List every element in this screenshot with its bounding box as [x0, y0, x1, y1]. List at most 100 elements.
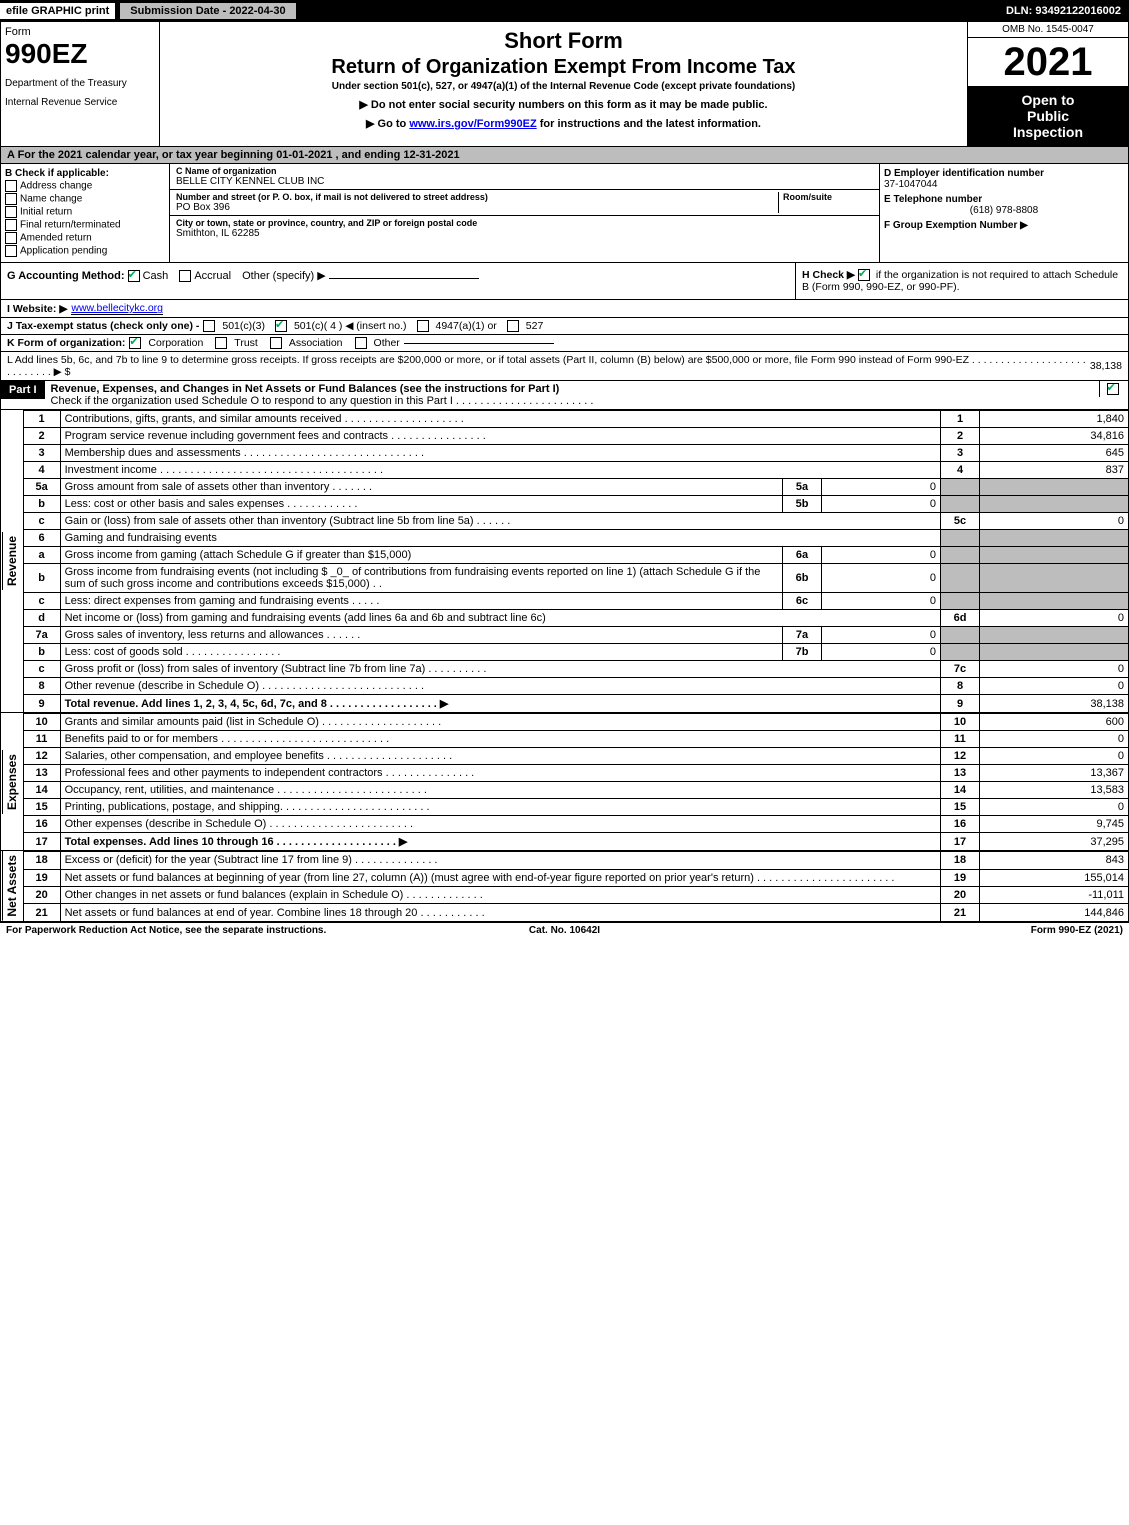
chk-trust[interactable] — [215, 337, 227, 349]
warn-goto: ▶ Go to www.irs.gov/Form990EZ for instru… — [168, 117, 959, 130]
line-4: 4Investment income . . . . . . . . . . .… — [23, 462, 1128, 479]
part1-title: Revenue, Expenses, and Changes in Net As… — [51, 383, 560, 395]
chk-4947[interactable] — [417, 320, 429, 332]
chk-501c3[interactable] — [203, 320, 215, 332]
chk-accrual[interactable] — [179, 270, 191, 282]
line-7c: cGross profit or (loss) from sales of in… — [23, 661, 1128, 678]
open-line3: Inspection — [972, 124, 1124, 140]
submission-date-label: Submission Date - 2022-04-30 — [119, 2, 296, 20]
line-10: 10Grants and similar amounts paid (list … — [23, 714, 1128, 731]
chk-amended-return[interactable]: Amended return — [5, 232, 165, 244]
omb-number: OMB No. 1545-0047 — [968, 22, 1128, 38]
vlabel-netassets-col: Net Assets — [1, 851, 23, 922]
org-street: PO Box 396 — [176, 202, 778, 213]
chk-association[interactable] — [270, 337, 282, 349]
chk-cash[interactable] — [128, 270, 140, 282]
line-6b: bGross income from fundraising events (n… — [23, 564, 1128, 593]
line-6: 6Gaming and fundraising events — [23, 530, 1128, 547]
line-6d: dNet income or (loss) from gaming and fu… — [23, 610, 1128, 627]
h-label: H Check ▶ — [802, 269, 855, 281]
section-a-calendar: A For the 2021 calendar year, or tax yea… — [0, 147, 1129, 164]
k-other-blank[interactable] — [404, 343, 554, 344]
website-link[interactable]: www.bellecitykc.org — [71, 302, 163, 315]
col-b-check-applicable: B Check if applicable: Address change Na… — [1, 164, 170, 262]
vlabel-netassets: Net Assets — [2, 851, 21, 921]
g-accounting: G Accounting Method: Cash Accrual Other … — [1, 263, 795, 299]
netassets-section: Net Assets 18Excess or (deficit) for the… — [0, 851, 1129, 922]
top-bar: efile GRAPHIC print Submission Date - 20… — [0, 0, 1129, 22]
part1-badge: Part I — [1, 381, 45, 399]
chk-501c[interactable] — [275, 320, 287, 332]
vlabel-expenses-col: Expenses — [1, 713, 23, 851]
group-exemption-label: F Group Exemption Number ▶ — [884, 220, 1124, 231]
line-3: 3Membership dues and assessments . . . .… — [23, 445, 1128, 462]
part1-check-box[interactable] — [1099, 381, 1128, 397]
vlabel-revenue: Revenue — [2, 532, 21, 590]
l-text: L Add lines 5b, 6c, and 7b to line 9 to … — [7, 354, 1086, 378]
j-label: J Tax-exempt status (check only one) - — [7, 320, 199, 332]
tel-value: (618) 978-8808 — [884, 205, 1124, 216]
line-1: 1Contributions, gifts, grants, and simil… — [23, 411, 1128, 428]
line-2: 2Program service revenue including gover… — [23, 428, 1128, 445]
col-d-ein-tel: D Employer identification number 37-1047… — [880, 164, 1128, 262]
org-city: Smithton, IL 62285 — [176, 228, 873, 239]
irs-link[interactable]: www.irs.gov/Form990EZ — [409, 118, 536, 130]
chk-name-change[interactable]: Name change — [5, 193, 165, 205]
k-label: K Form of organization: — [7, 337, 125, 349]
col-b-header: B Check if applicable: — [5, 168, 165, 179]
g-label: G Accounting Method: — [7, 270, 125, 282]
chk-initial-return[interactable]: Initial return — [5, 206, 165, 218]
chk-other-org[interactable] — [355, 337, 367, 349]
line-8: 8Other revenue (describe in Schedule O) … — [23, 678, 1128, 695]
line-15: 15Printing, publications, postage, and s… — [23, 799, 1128, 816]
form-word: Form — [5, 26, 155, 38]
vlabel-expenses: Expenses — [2, 750, 21, 814]
line-5c: cGain or (loss) from sale of assets othe… — [23, 513, 1128, 530]
row-i-website: I Website: ▶ www.bellecitykc.org — [1, 300, 1128, 318]
efile-print-label[interactable]: efile GRAPHIC print — [0, 3, 115, 19]
ein-value: 37-1047044 — [884, 179, 1124, 190]
subtitle: Under section 501(c), 527, or 4947(a)(1)… — [168, 81, 959, 92]
warn-goto-pre: ▶ Go to — [366, 118, 409, 130]
line-12: 12Salaries, other compensation, and empl… — [23, 748, 1128, 765]
line-21: 21Net assets or fund balances at end of … — [23, 904, 1128, 921]
street-label: Number and street (or P. O. box, if mail… — [176, 192, 778, 202]
line-6c: cLess: direct expenses from gaming and f… — [23, 593, 1128, 610]
line-7b: bLess: cost of goods sold . . . . . . . … — [23, 644, 1128, 661]
chk-corporation[interactable] — [129, 337, 141, 349]
line-18: 18Excess or (deficit) for the year (Subt… — [23, 852, 1128, 869]
form-number: 990EZ — [5, 38, 155, 70]
revenue-table: 1Contributions, gifts, grants, and simil… — [23, 410, 1129, 713]
footer-mid: Cat. No. 10642I — [378, 925, 750, 936]
chk-application-pending[interactable]: Application pending — [5, 245, 165, 257]
chk-address-change[interactable]: Address change — [5, 180, 165, 192]
part1-check-text: Check if the organization used Schedule … — [51, 395, 594, 407]
line-19: 19Net assets or fund balances at beginni… — [23, 869, 1128, 886]
chk-h[interactable] — [858, 269, 870, 281]
line-20: 20Other changes in net assets or fund ba… — [23, 887, 1128, 904]
name-label: C Name of organization — [176, 166, 873, 176]
row-l-gross-receipts: L Add lines 5b, 6c, and 7b to line 9 to … — [1, 352, 1128, 380]
org-name: BELLE CITY KENNEL CLUB INC — [176, 176, 873, 187]
part1-header-row: Part I Revenue, Expenses, and Changes in… — [0, 381, 1129, 410]
row-k-form-org: K Form of organization: Corporation Trus… — [1, 335, 1128, 352]
open-line1: Open to — [972, 92, 1124, 108]
chk-final-return[interactable]: Final return/terminated — [5, 219, 165, 231]
org-block: B Check if applicable: Address change Na… — [0, 164, 1129, 263]
col-c-name-address: C Name of organization BELLE CITY KENNEL… — [170, 164, 880, 262]
expenses-section: Expenses 10Grants and similar amounts pa… — [0, 713, 1129, 851]
ein-label: D Employer identification number — [884, 168, 1124, 179]
line-11: 11Benefits paid to or for members . . . … — [23, 731, 1128, 748]
info-rows: I Website: ▶ www.bellecitykc.org J Tax-e… — [0, 300, 1129, 381]
form-header: Form 990EZ Department of the Treasury In… — [0, 22, 1129, 147]
part1-title-block: Revenue, Expenses, and Changes in Net As… — [45, 381, 1099, 409]
title-return: Return of Organization Exempt From Incom… — [168, 56, 959, 79]
page-footer: For Paperwork Reduction Act Notice, see … — [0, 922, 1129, 938]
g-other-blank[interactable] — [329, 278, 479, 279]
line-5a: 5aGross amount from sale of assets other… — [23, 479, 1128, 496]
header-right: OMB No. 1545-0047 2021 Open to Public In… — [967, 22, 1128, 146]
line-14: 14Occupancy, rent, utilities, and mainte… — [23, 782, 1128, 799]
tel-label: E Telephone number — [884, 194, 1124, 205]
gh-block: G Accounting Method: Cash Accrual Other … — [0, 263, 1129, 300]
chk-527[interactable] — [507, 320, 519, 332]
